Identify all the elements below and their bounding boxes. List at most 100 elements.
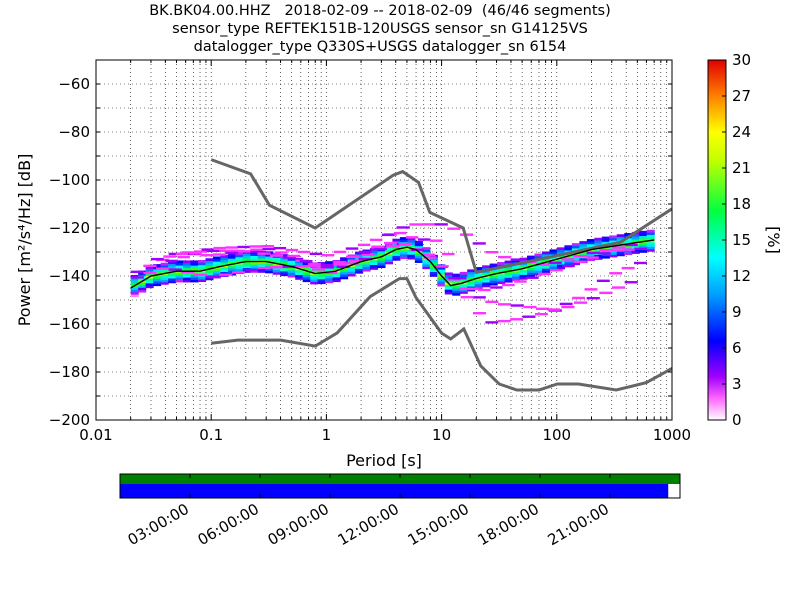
heat-cell (482, 265, 491, 269)
heat-cell (362, 263, 371, 267)
heat-cell (325, 280, 334, 284)
heat-cell (287, 267, 296, 271)
high-noise-model-line (210, 158, 672, 275)
outlier-cell (287, 254, 301, 258)
y-tick-label: −80 (58, 123, 90, 141)
outlier-cell (257, 252, 271, 255)
heat-cell (160, 281, 169, 285)
heat-cell (459, 291, 468, 294)
heat-cell (564, 262, 573, 265)
heat-cell (377, 258, 386, 261)
heat-cell (295, 274, 304, 278)
heat-cell (369, 267, 379, 270)
heat-cell (631, 239, 640, 242)
heat-cell (242, 255, 251, 259)
heat-cell (235, 254, 244, 258)
heat-cell (153, 278, 162, 282)
heat-cell (190, 279, 199, 283)
heat-cell (407, 244, 416, 248)
colorbar-tick-label: 15 (732, 231, 751, 249)
heat-cell (317, 278, 326, 282)
heat-cell (504, 279, 513, 283)
heat-cell (609, 240, 618, 244)
heat-cell (639, 233, 648, 236)
heat-cell (646, 248, 655, 252)
heat-cell (205, 272, 214, 276)
heat-cell (519, 272, 528, 275)
heat-cell (519, 264, 528, 268)
outlier-cell (373, 247, 387, 251)
heat-cell (452, 290, 461, 294)
heat-cell (459, 283, 468, 287)
heat-cell (257, 262, 266, 266)
outlier-cell (421, 223, 436, 226)
outlier-cell (441, 252, 455, 256)
outlier-cell (165, 259, 178, 263)
outlier-cell (345, 247, 359, 250)
heat-cell (437, 271, 446, 275)
heat-cell (534, 260, 543, 264)
heat-cell (474, 286, 483, 290)
heat-cell (541, 258, 551, 262)
outlier-cell (497, 303, 512, 306)
heat-cell (482, 272, 491, 276)
outlier-cell (371, 245, 385, 248)
heat-cell (130, 282, 139, 285)
heat-cell (175, 274, 184, 278)
heat-cell (646, 236, 655, 240)
outlier-cell (584, 288, 598, 291)
outlier-cell (175, 252, 189, 256)
heat-cell (429, 269, 438, 273)
outlier-cell (285, 248, 299, 252)
outlier-cell (244, 269, 258, 272)
outlier-cell (130, 270, 144, 274)
heat-cell (138, 287, 147, 291)
heat-cell (384, 247, 394, 250)
time-tick-label: 12:00:00 (335, 500, 402, 549)
outlier-cell (282, 256, 296, 259)
heat-cell (392, 238, 401, 242)
heat-cell (145, 285, 154, 289)
heat-cell (347, 271, 356, 275)
heat-cell (280, 268, 289, 272)
heat-cell (325, 275, 334, 279)
heat-cell (235, 256, 244, 260)
heat-cell (168, 263, 177, 267)
heat-cell (265, 258, 274, 262)
colorbar-tick-label: 21 (732, 159, 751, 177)
y-tick-label: −160 (49, 315, 90, 333)
heat-cell (497, 278, 506, 282)
heat-cell (467, 283, 476, 287)
outlier-cell (621, 266, 635, 270)
outlier-cell (417, 238, 431, 241)
heat-cell (594, 240, 603, 243)
heat-cell (302, 274, 311, 278)
heat-cell (160, 277, 169, 280)
outlier-cell (485, 300, 499, 304)
outlier-cell (523, 305, 537, 309)
outlier-cell (384, 241, 398, 245)
heat-cell (355, 266, 364, 269)
outlier-cell (411, 248, 424, 252)
segments-bar (120, 474, 680, 484)
heat-cell (205, 260, 214, 264)
heat-cell (340, 257, 349, 261)
heat-cell (197, 260, 207, 263)
outlier-cell (622, 248, 635, 251)
heat-cell (340, 274, 349, 277)
heat-cell (467, 271, 476, 275)
heat-cell (242, 258, 251, 261)
x-tick-label: 100 (542, 426, 571, 444)
heat-cell (556, 247, 566, 251)
outlier-cell (454, 277, 467, 280)
heat-cell (280, 258, 289, 262)
heat-cell (489, 275, 498, 279)
heat-cell (459, 286, 468, 290)
mode-curve-line (130, 239, 655, 289)
outlier-cell (447, 278, 461, 281)
heat-cell (444, 291, 453, 295)
outlier-cell (143, 271, 157, 275)
heat-cell (444, 284, 453, 288)
heat-cell (287, 269, 296, 273)
heat-cell (556, 249, 566, 253)
